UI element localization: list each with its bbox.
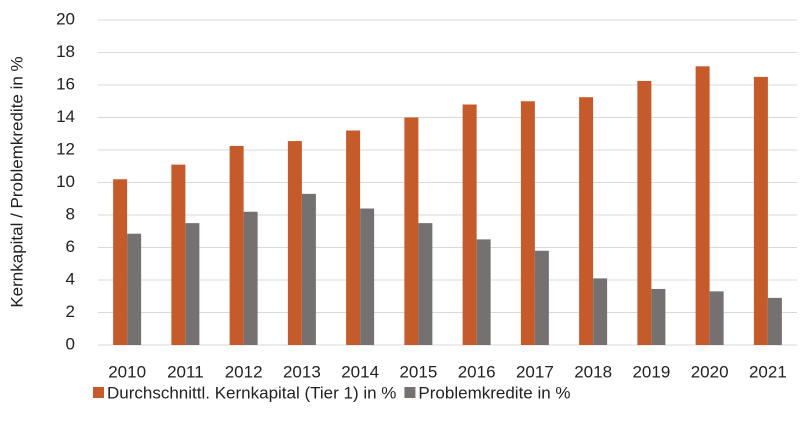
bar xyxy=(767,297,782,345)
bar xyxy=(171,164,186,345)
bar xyxy=(404,117,419,345)
y-axis-label: Kernkapital / Problemkredite in % xyxy=(7,56,26,307)
y-tick-label: 20 xyxy=(56,9,75,28)
bar xyxy=(520,101,535,345)
legend-swatch xyxy=(404,387,416,398)
bar xyxy=(127,233,142,345)
bar xyxy=(185,223,200,345)
y-tick-label: 4 xyxy=(66,269,75,288)
x-tick-label: 2015 xyxy=(399,362,437,381)
x-tick-label: 2013 xyxy=(283,362,321,381)
y-tick-label: 12 xyxy=(56,139,75,158)
bar xyxy=(476,239,491,345)
bar xyxy=(113,179,128,345)
bar xyxy=(418,223,433,345)
bar xyxy=(346,130,361,345)
legend-label: Durchschnittl. Kernkapital (Tier 1) in % xyxy=(107,383,396,402)
y-tick-label: 6 xyxy=(66,237,75,256)
bar xyxy=(360,208,375,345)
y-tick-label: 14 xyxy=(56,107,75,126)
y-tick-label: 10 xyxy=(56,172,75,191)
y-tick-label: 0 xyxy=(66,334,75,353)
bar xyxy=(593,278,608,345)
y-tick-label: 16 xyxy=(56,74,75,93)
y-tick-label: 8 xyxy=(66,204,75,223)
x-tick-label: 2016 xyxy=(458,362,496,381)
x-tick-label: 2011 xyxy=(167,362,204,381)
bar xyxy=(229,145,244,345)
x-tick-label: 2018 xyxy=(574,362,612,381)
x-tick-label: 2019 xyxy=(632,362,670,381)
bar xyxy=(753,76,768,345)
bar xyxy=(637,80,652,345)
y-tick-label: 2 xyxy=(66,302,75,321)
x-tick-label: 2020 xyxy=(691,362,729,381)
x-tick-label: 2010 xyxy=(108,362,146,381)
bar xyxy=(534,250,549,345)
bar xyxy=(462,104,477,345)
x-tick-label: 2017 xyxy=(516,362,554,381)
bar xyxy=(579,97,594,345)
bar xyxy=(695,66,710,345)
legend-label: Problemkredite in % xyxy=(418,383,570,402)
bar xyxy=(287,141,302,345)
bar xyxy=(301,193,316,345)
bar xyxy=(709,291,724,345)
legend-swatch xyxy=(93,387,104,398)
bar xyxy=(243,211,258,345)
x-tick-label: 2021 xyxy=(749,362,787,381)
x-tick-label: 2014 xyxy=(341,362,379,381)
x-tick-label: 2012 xyxy=(225,362,263,381)
y-tick-label: 18 xyxy=(56,42,75,61)
bar xyxy=(651,288,666,345)
